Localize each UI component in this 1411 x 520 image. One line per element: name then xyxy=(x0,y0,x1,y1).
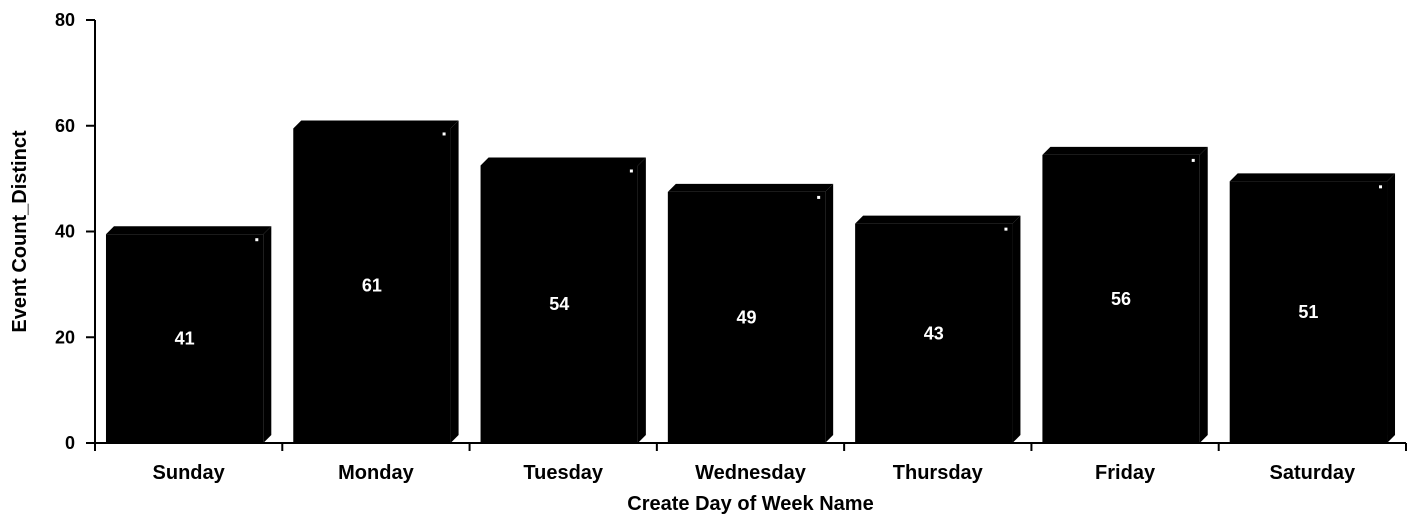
bar xyxy=(667,183,834,443)
y-axis-title: Event Count_Distinct xyxy=(9,130,31,333)
bar-front-face xyxy=(480,165,638,443)
bar-data-label: 56 xyxy=(1111,289,1131,309)
bar-highlight xyxy=(255,238,259,242)
bar-front-face xyxy=(667,191,826,443)
bar-top-face xyxy=(855,215,1021,224)
bar xyxy=(105,226,272,443)
bar-data-label: 41 xyxy=(175,329,195,349)
bar-side-face xyxy=(1012,215,1021,443)
y-tick-label: 0 xyxy=(65,433,75,453)
bar-side-face xyxy=(1387,173,1396,443)
bar-top-face xyxy=(293,120,459,129)
bar-data-label: 43 xyxy=(924,323,944,343)
bar-highlight xyxy=(442,132,446,136)
y-axis: 0 20 40 60 80 xyxy=(55,10,96,453)
x-axis-title: Create Day of Week Name xyxy=(627,493,873,515)
bar-front-face xyxy=(293,128,451,443)
bar-data-label: 49 xyxy=(736,307,756,327)
x-ticks xyxy=(94,443,1407,451)
bar-top-face xyxy=(667,183,834,192)
y-ticks: 0 20 40 60 80 xyxy=(55,10,95,453)
bar-highlight xyxy=(629,169,633,173)
bar xyxy=(1042,146,1208,443)
bar-top-face xyxy=(105,226,272,235)
x-tick-label: Saturday xyxy=(1270,462,1356,484)
x-tick-label: Monday xyxy=(338,462,414,484)
x-tick-label: Friday xyxy=(1095,462,1156,484)
bar-front-face xyxy=(105,234,264,443)
bar-highlight xyxy=(817,195,821,199)
bar xyxy=(480,157,646,443)
bar-front-face xyxy=(1042,154,1200,443)
x-tick-label: Tuesday xyxy=(523,462,604,484)
bar-top-face xyxy=(480,157,646,166)
bar xyxy=(855,215,1021,443)
data-labels: 41 61 54 49 43 56 51 xyxy=(175,276,1319,349)
bar-data-label: 51 xyxy=(1298,302,1318,322)
bar-front-face xyxy=(1229,181,1388,443)
bar-side-face xyxy=(1199,146,1208,443)
bar-top-face xyxy=(1042,146,1208,155)
y-tick-label: 80 xyxy=(55,10,75,30)
bar-highlight xyxy=(1379,185,1383,189)
bar xyxy=(1229,173,1396,443)
y-tick-label: 60 xyxy=(55,116,75,136)
bar-highlight xyxy=(1004,227,1008,231)
bar-data-label: 61 xyxy=(362,276,382,296)
bar-data-label: 54 xyxy=(549,294,569,314)
bars xyxy=(105,120,1396,444)
bar-highlight xyxy=(1191,158,1195,162)
x-tick-label: Wednesday xyxy=(695,462,807,484)
x-tick-label: Thursday xyxy=(893,462,984,484)
x-axis xyxy=(94,442,1407,451)
bar-top-face xyxy=(1229,173,1396,182)
x-tick-label: Sunday xyxy=(153,462,226,484)
y-tick-label: 20 xyxy=(55,327,75,347)
bar-side-face xyxy=(637,157,646,443)
category-labels: Sunday Monday Tuesday Wednesday Thursday Frid… xyxy=(153,462,1357,484)
bar-side-face xyxy=(263,226,272,443)
bar xyxy=(293,120,459,444)
bar-front-face xyxy=(855,223,1013,443)
y-tick-label: 40 xyxy=(55,222,75,242)
bar-side-face xyxy=(450,120,459,444)
bar-side-face xyxy=(825,183,834,443)
